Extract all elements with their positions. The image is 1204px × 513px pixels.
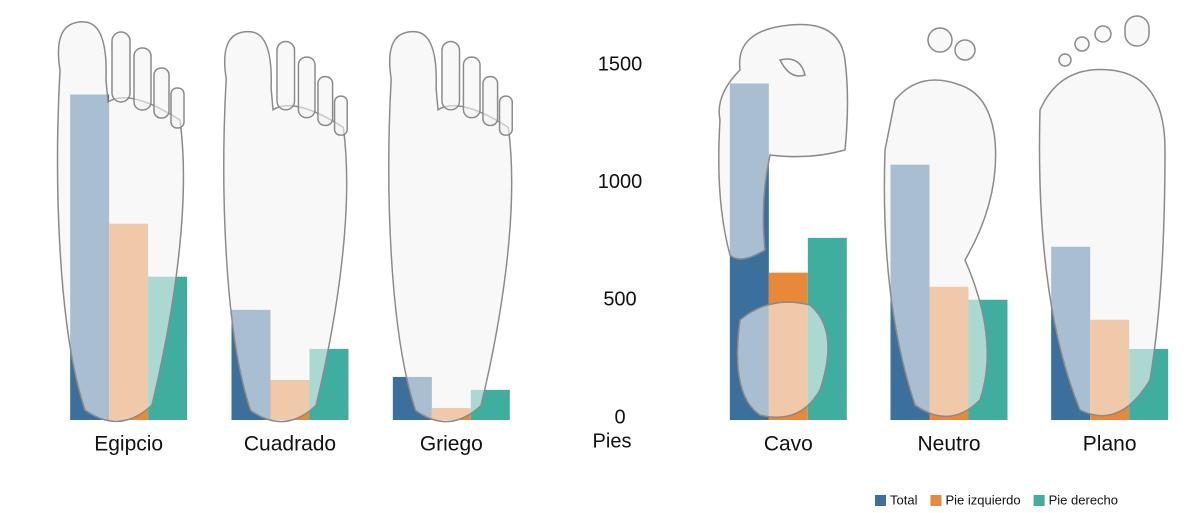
toe-outline [1059, 54, 1071, 66]
legend-swatch [1034, 495, 1045, 506]
y-tick-label: 500 [603, 289, 636, 311]
toe-outline [955, 40, 975, 60]
x-tick-label: Cavo [764, 433, 813, 456]
y-tick-label: 1500 [598, 53, 643, 75]
page: {"chart_data": [ {"type": "bar", "catego… [0, 0, 1204, 513]
y-tick-label: 0 [614, 406, 625, 428]
toe-outline [1125, 16, 1149, 46]
x-tick-label: Cuadrado [244, 433, 336, 456]
legend-swatch [930, 495, 941, 506]
x-tick-label: Plano [1083, 433, 1137, 456]
x-tick-label: Egipcio [94, 433, 163, 456]
toe-outline [928, 28, 952, 52]
toe-outline [1075, 37, 1089, 51]
legend-swatch [875, 495, 886, 506]
foot-outline [389, 32, 512, 422]
y-tick-label: 1000 [598, 171, 643, 193]
chart: Egipcio Cuadrado Griego 0 500 1000 1500 Pies Cav… [0, 0, 1204, 508]
x-tick-label: Griego [420, 433, 483, 456]
x-tick-label: Neutro [917, 433, 980, 456]
legend-label: Pie derecho [1049, 492, 1118, 507]
y-axis-label: Pies [593, 430, 632, 452]
foot-outline [719, 24, 848, 259]
legend-label: Total [890, 492, 918, 507]
toe-outline [1095, 26, 1111, 42]
legend-label: Pie izquierdo [945, 492, 1020, 507]
